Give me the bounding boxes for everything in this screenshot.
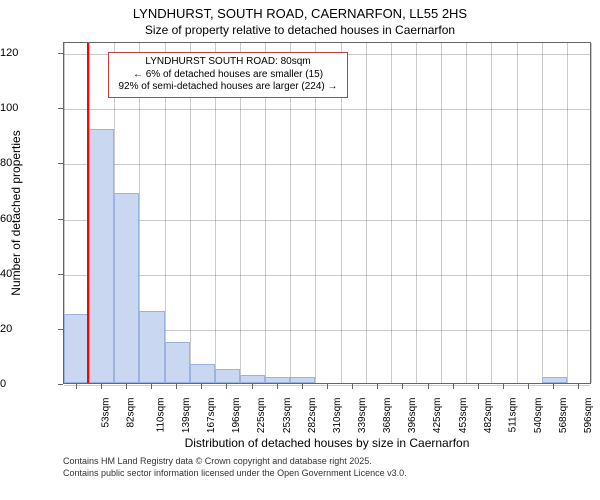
x-tick-label: 282sqm: [307, 398, 318, 434]
grid-line-v: [491, 43, 492, 383]
y-tick-label: 60: [0, 213, 57, 225]
histogram-bar: [89, 129, 114, 383]
annotation-line: LYNDHURST SOUTH ROAD: 80sqm: [115, 56, 341, 69]
x-tick-label: 225sqm: [257, 398, 268, 434]
y-tick-label: 40: [0, 268, 57, 280]
y-tick-mark: [58, 329, 63, 330]
grid-line-h: [64, 220, 590, 221]
y-tick-label: 20: [0, 323, 57, 335]
grid-line-v: [441, 43, 442, 383]
x-tick-mark: [252, 384, 253, 389]
x-tick-mark: [176, 384, 177, 389]
caption-line: Contains public sector information licen…: [63, 468, 407, 480]
x-tick-mark: [528, 384, 529, 389]
x-tick-label: 310sqm: [332, 398, 343, 434]
x-tick-mark: [478, 384, 479, 389]
histogram-bar: [64, 314, 89, 383]
x-tick-label: 167sqm: [206, 398, 217, 434]
x-tick-mark: [453, 384, 454, 389]
x-tick-label: 596sqm: [583, 398, 594, 434]
x-tick-mark: [352, 384, 353, 389]
x-tick-label: 453sqm: [458, 398, 469, 434]
histogram-bar: [290, 377, 315, 383]
x-tick-mark: [302, 384, 303, 389]
x-tick-label: 396sqm: [407, 398, 418, 434]
grid-line-h: [64, 275, 590, 276]
x-tick-label: 253sqm: [282, 398, 293, 434]
x-tick-mark: [201, 384, 202, 389]
y-tick-label: 120: [0, 47, 57, 59]
y-tick-mark: [58, 108, 63, 109]
x-tick-label: 196sqm: [231, 398, 242, 434]
grid-line-v: [517, 43, 518, 383]
x-tick-mark: [126, 384, 127, 389]
histogram-bar: [215, 369, 240, 383]
grid-line-h: [64, 109, 590, 110]
x-tick-mark: [277, 384, 278, 389]
y-tick-mark: [58, 274, 63, 275]
x-tick-label: 53sqm: [100, 398, 111, 428]
x-tick-mark: [226, 384, 227, 389]
x-tick-mark: [578, 384, 579, 389]
grid-line-v: [366, 43, 367, 383]
histogram-bar: [542, 377, 567, 383]
x-tick-mark: [76, 384, 77, 389]
annotation-box: LYNDHURST SOUTH ROAD: 80sqm ← 6% of deta…: [108, 52, 348, 98]
x-tick-label: 139sqm: [181, 398, 192, 434]
histogram-bar: [190, 364, 215, 383]
annotation-line: 92% of semi-detached houses are larger (…: [115, 81, 341, 94]
property-marker-line: [87, 43, 89, 383]
x-tick-label: 110sqm: [155, 398, 166, 433]
annotation-line: ← 6% of detached houses are smaller (15): [115, 69, 341, 82]
y-tick-mark: [58, 163, 63, 164]
histogram-bar: [265, 377, 290, 383]
grid-line-v: [466, 43, 467, 383]
grid-line-v: [416, 43, 417, 383]
grid-line-v: [542, 43, 543, 383]
x-tick-mark: [327, 384, 328, 389]
x-tick-label: 425sqm: [433, 398, 444, 434]
histogram-bar: [165, 342, 190, 383]
x-tick-label: 82sqm: [125, 398, 136, 428]
histogram-bar: [114, 193, 139, 383]
x-tick-label: 339sqm: [357, 398, 368, 434]
grid-line-v: [591, 43, 592, 383]
grid-line-h: [64, 164, 590, 165]
y-tick-mark: [58, 219, 63, 220]
caption-line: Contains HM Land Registry data © Crown c…: [63, 456, 407, 468]
histogram-bar: [240, 375, 265, 383]
grid-line-v: [567, 43, 568, 383]
x-tick-mark: [553, 384, 554, 389]
caption: Contains HM Land Registry data © Crown c…: [63, 456, 407, 479]
x-tick-label: 511sqm: [507, 398, 518, 433]
y-tick-label: 80: [0, 157, 57, 169]
x-tick-mark: [101, 384, 102, 389]
y-tick-mark: [58, 53, 63, 54]
histogram-bar: [139, 311, 164, 383]
x-tick-label: 482sqm: [483, 398, 494, 434]
chart-title: LYNDHURST, SOUTH ROAD, CAERNARFON, LL55 …: [0, 0, 600, 21]
x-tick-mark: [377, 384, 378, 389]
x-tick-label: 568sqm: [558, 398, 569, 434]
x-tick-label: 368sqm: [382, 398, 393, 434]
x-tick-mark: [503, 384, 504, 389]
y-tick-label: 0: [0, 378, 57, 390]
x-tick-mark: [428, 384, 429, 389]
chart-subtitle: Size of property relative to detached ho…: [0, 23, 600, 37]
x-tick-mark: [151, 384, 152, 389]
x-tick-mark: [402, 384, 403, 389]
y-tick-label: 100: [0, 102, 57, 114]
x-tick-label: 540sqm: [533, 398, 544, 434]
grid-line-v: [391, 43, 392, 383]
y-tick-mark: [58, 384, 63, 385]
x-axis-label: Distribution of detached houses by size …: [185, 436, 470, 450]
